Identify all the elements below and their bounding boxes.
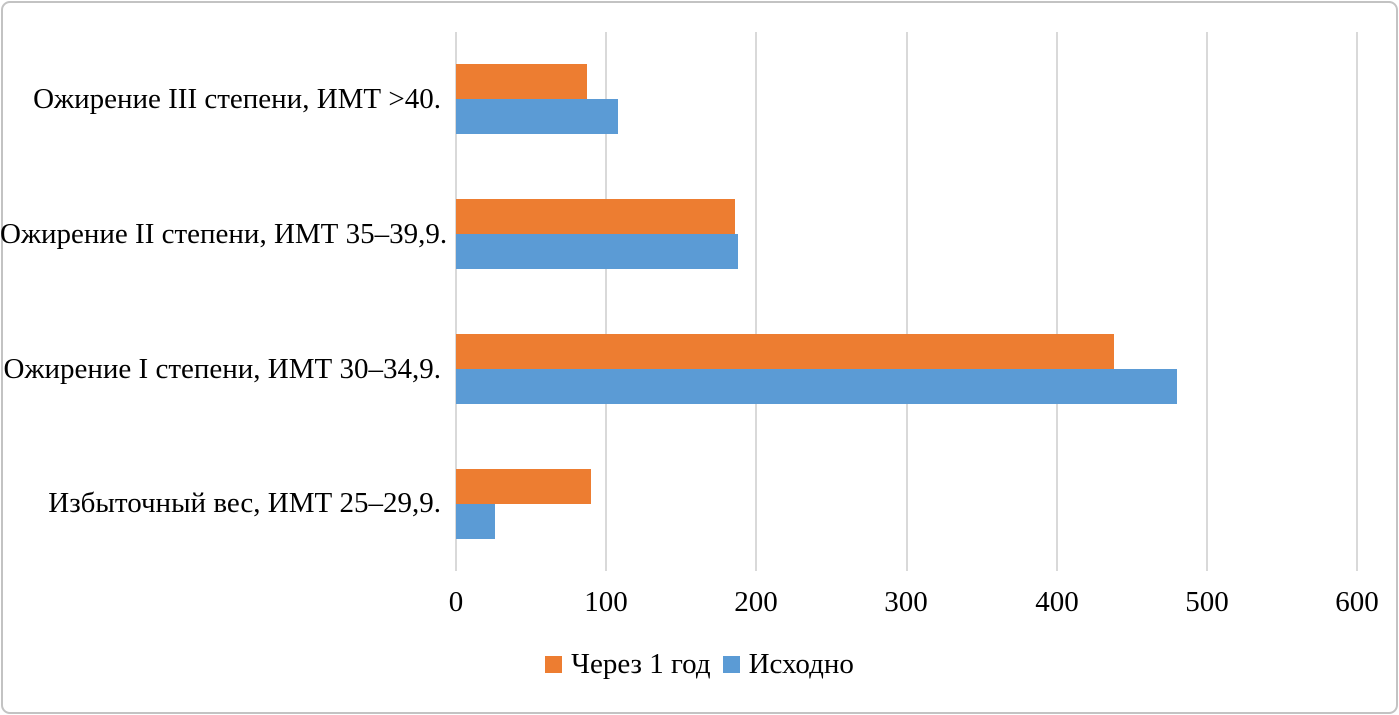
- bar-baseline: [456, 503, 496, 539]
- legend-label: Через 1 год: [571, 648, 711, 680]
- legend: Через 1 год Исходно: [0, 646, 1399, 682]
- legend-item-baseline: Исходно: [722, 646, 854, 682]
- plot-area: [455, 32, 1358, 571]
- gridline: [605, 32, 608, 571]
- x-axis-tick-label: 400: [1035, 586, 1079, 618]
- x-axis-tick-label: 0: [448, 586, 464, 618]
- gridline: [905, 32, 908, 571]
- legend-swatch-baseline: [722, 655, 740, 673]
- x-axis-tick-label: 600: [1335, 586, 1379, 618]
- legend-item-after-1-year: Через 1 год: [545, 646, 711, 682]
- gridline: [1205, 32, 1208, 571]
- bar-baseline: [456, 99, 619, 135]
- bar-after-1-year: [456, 333, 1114, 369]
- bar-after-1-year: [456, 199, 736, 235]
- bar-after-1-year: [456, 468, 592, 504]
- x-axis-tick-label: 200: [734, 586, 778, 618]
- category-label: Избыточный вес, ИМТ 25–29,9.: [48, 487, 441, 519]
- category-label: Ожирение III степени, ИМТ >40.: [33, 83, 441, 115]
- category-label: Ожирение II степени, ИМТ 35–39,9.: [0, 218, 448, 250]
- bar-baseline: [456, 234, 739, 270]
- gridline: [1055, 32, 1058, 571]
- x-axis-tick-label: 300: [884, 586, 928, 618]
- x-axis-tick-label: 100: [584, 586, 628, 618]
- gridline: [455, 32, 457, 571]
- bar-after-1-year: [456, 64, 587, 100]
- gridline: [755, 32, 758, 571]
- x-axis-tick-label: 500: [1185, 586, 1229, 618]
- category-label: Ожирение I степени, ИМТ 30–34,9.: [3, 353, 441, 385]
- bar-baseline: [456, 368, 1177, 404]
- legend-label: Исходно: [748, 648, 854, 680]
- gridline: [1356, 32, 1358, 571]
- legend-swatch-after-1-year: [545, 655, 563, 673]
